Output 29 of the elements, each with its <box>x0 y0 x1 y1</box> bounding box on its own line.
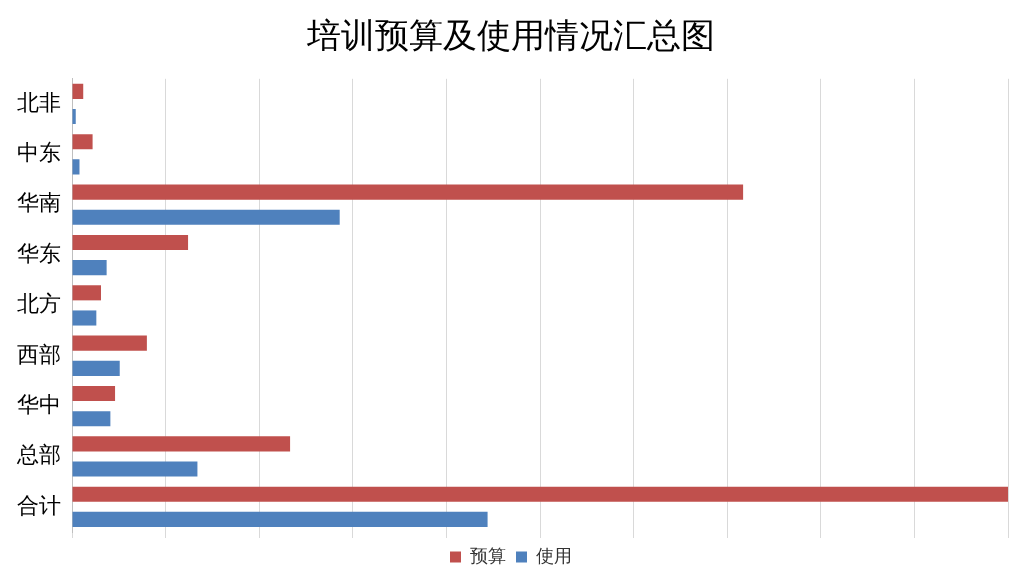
y-tick-label: 中东 <box>17 140 61 166</box>
bar <box>72 83 84 99</box>
bar <box>72 486 1008 502</box>
bar <box>72 411 111 427</box>
bar <box>72 285 102 301</box>
bar <box>72 310 97 326</box>
bar <box>72 360 120 376</box>
bar <box>72 209 340 225</box>
y-tick-label: 西部 <box>17 341 61 367</box>
bar <box>72 234 189 251</box>
bar <box>72 335 147 351</box>
bar <box>72 461 198 477</box>
y-tick-label: 北非 <box>17 89 61 115</box>
y-tick-label: 华南 <box>17 190 61 216</box>
y-tick-label: 北方 <box>17 291 61 317</box>
y-tick-label: 华东 <box>17 240 61 266</box>
bar <box>72 436 291 452</box>
legend-label: 使用 <box>536 544 572 566</box>
bar <box>72 134 93 150</box>
y-tick-label: 总部 <box>16 442 61 468</box>
chart-title: 培训预算及使用情况汇总图 <box>306 17 715 55</box>
bar <box>72 260 107 276</box>
bar <box>72 109 76 125</box>
legend-label: 预算 <box>470 544 506 566</box>
bar <box>72 511 488 527</box>
bar <box>72 184 744 200</box>
y-tick-label: 华中 <box>17 391 61 417</box>
y-tick-label: 合计 <box>17 492 61 518</box>
bar <box>72 385 116 402</box>
